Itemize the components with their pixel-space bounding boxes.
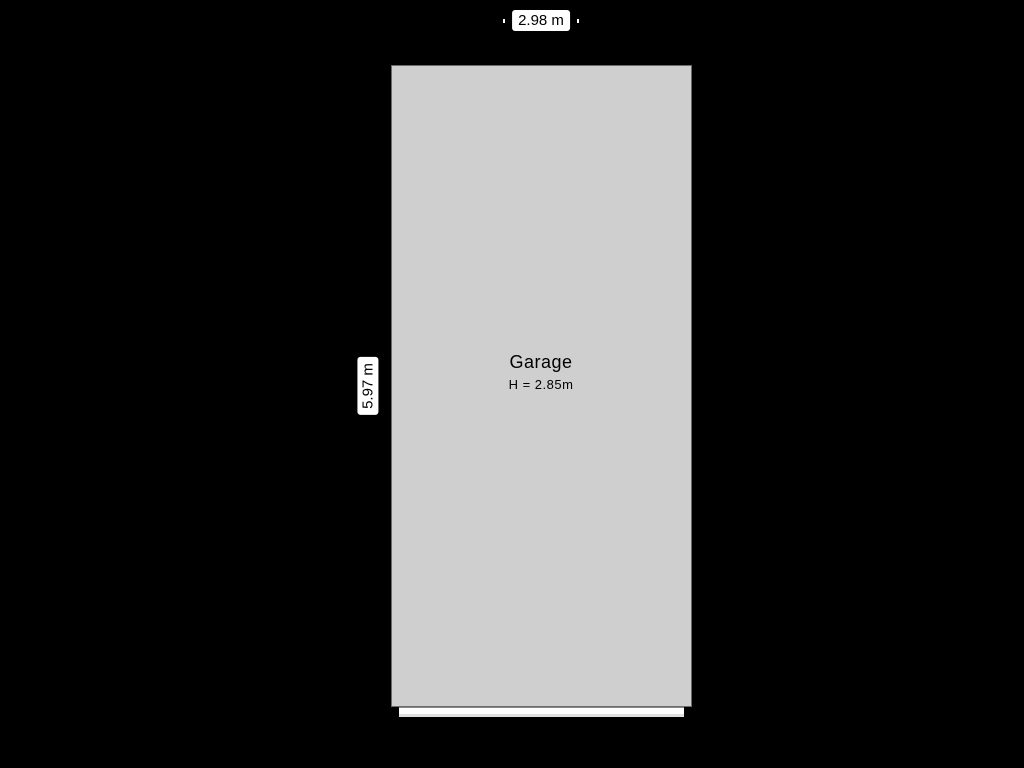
garage-door-inner [399,714,684,717]
dimension-depth-label: 5.97 m [357,357,378,415]
room-name: Garage [461,352,621,373]
dimension-tick [577,19,579,23]
dimension-tick [503,19,505,23]
floorplan-container: Garage H = 2.85m 2.98 m 5.97 m [0,0,1024,768]
dimension-width-label: 2.98 m [512,10,570,31]
room-label-group: Garage H = 2.85m [461,352,621,392]
garage-door [399,707,684,717]
room-ceiling-height: H = 2.85m [461,377,621,392]
